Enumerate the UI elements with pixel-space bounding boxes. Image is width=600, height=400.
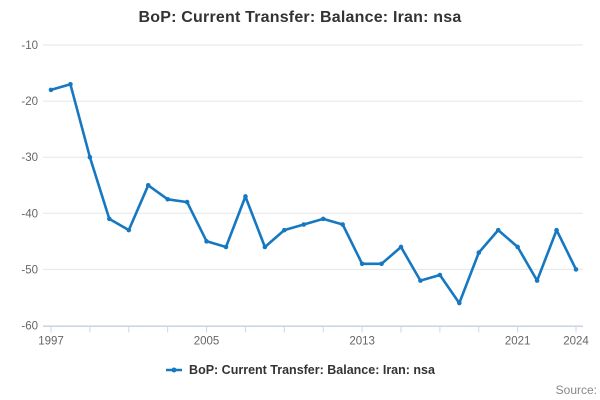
data-point-marker[interactable] [340, 222, 345, 227]
y-tick-label: -30 [21, 152, 38, 164]
data-point-marker[interactable] [554, 227, 559, 233]
y-tick-label: -50 [21, 264, 38, 276]
legend: BoP: Current Transfer: Balance: Iran: ns… [0, 363, 600, 377]
data-point-marker[interactable] [457, 300, 462, 306]
x-tick-label: 2021 [505, 336, 531, 348]
data-point-marker[interactable] [282, 227, 287, 233]
data-point-marker[interactable] [165, 196, 170, 202]
x-tick-label: 1997 [38, 336, 64, 348]
data-point-marker[interactable] [359, 261, 365, 267]
y-tick-label: -10 [21, 40, 38, 52]
data-point-marker[interactable] [398, 244, 404, 250]
source-label: Source: [555, 383, 597, 397]
x-tick-label: 2024 [563, 336, 589, 348]
data-point-marker[interactable] [515, 244, 520, 250]
data-point-marker[interactable] [320, 216, 326, 222]
data-point-marker[interactable] [107, 216, 112, 222]
legend-marker-icon [166, 367, 183, 373]
legend-item[interactable]: BoP: Current Transfer: Balance: Iran: ns… [165, 363, 435, 377]
data-point-marker[interactable] [437, 272, 443, 278]
data-point-marker[interactable] [204, 239, 209, 244]
data-point-marker[interactable] [418, 278, 423, 283]
data-point-marker[interactable] [243, 194, 248, 199]
data-point-marker[interactable] [184, 199, 190, 205]
x-tick-label: 2013 [349, 336, 375, 348]
data-point-marker[interactable] [476, 250, 482, 255]
series-line [49, 83, 578, 305]
legend-series-label: BoP: Current Transfer: Balance: Iran: ns… [189, 363, 435, 377]
data-point-marker[interactable] [223, 244, 229, 250]
chart-title: BoP: Current Transfer: Balance: Iran: ns… [138, 9, 462, 26]
data-point-marker[interactable] [534, 278, 540, 283]
y-tick-label: -60 [21, 321, 38, 333]
x-tick-label: 2005 [194, 336, 220, 348]
data-point-marker[interactable] [301, 222, 307, 227]
data-point-marker[interactable] [48, 87, 54, 93]
data-point-marker[interactable] [379, 261, 384, 267]
data-point-marker[interactable] [126, 227, 132, 233]
data-point-marker[interactable] [262, 244, 268, 250]
y-tick-label: -20 [21, 96, 38, 108]
data-point-marker[interactable] [68, 81, 73, 87]
data-point-marker[interactable] [145, 182, 151, 188]
data-point-marker[interactable] [495, 227, 501, 233]
data-point-marker[interactable] [573, 267, 579, 272]
data-point-marker[interactable] [87, 154, 93, 160]
y-tick-label: -40 [21, 208, 38, 220]
